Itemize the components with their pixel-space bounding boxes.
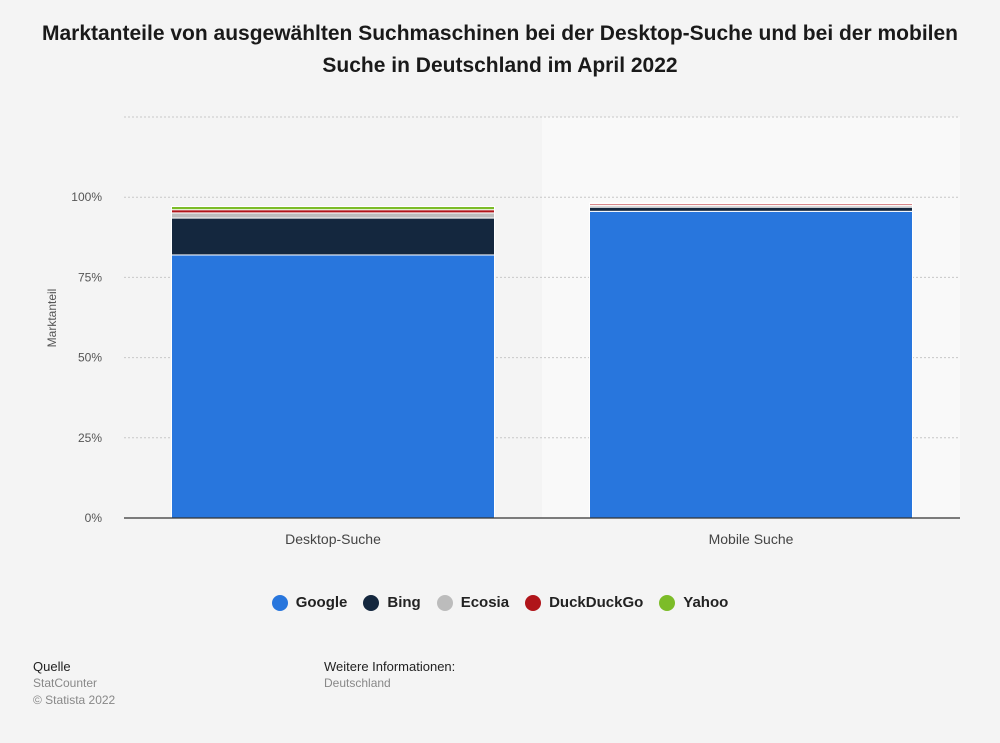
legend-label: Bing (387, 594, 421, 611)
bar-segment-google[interactable] (171, 254, 495, 519)
bar-segment-yahoo[interactable] (589, 202, 913, 205)
legend-item-duckduckgo[interactable]: DuckDuckGo (525, 594, 643, 611)
legend-label: Yahoo (683, 594, 729, 611)
y-tick-label: 0% (85, 511, 103, 525)
legend-label: DuckDuckGo (549, 594, 644, 611)
info-block: Weitere Informationen: Deutschland (324, 658, 455, 692)
chart-title: Marktanteile von ausgewählten Suchmaschi… (41, 22, 959, 77)
bar-segment-yahoo[interactable] (171, 206, 495, 211)
y-tick-label: 50% (78, 351, 102, 365)
info-label: Weitere Informationen: (324, 659, 456, 674)
legend-item-ecosia[interactable]: Ecosia (436, 594, 510, 611)
copyright-line: © Statista 2022 (33, 693, 116, 707)
bar-segment-ecosia[interactable] (171, 212, 495, 219)
legend-item-google[interactable]: Google (271, 594, 348, 611)
legend-swatch (525, 594, 542, 611)
x-tick-label: Mobile Suche (709, 531, 794, 547)
source-block: Quelle StatCounter © Statista 2022 (33, 658, 115, 709)
y-tick-label: 25% (78, 431, 102, 445)
legend-label: Ecosia (460, 594, 510, 611)
bar-segment-google[interactable] (589, 210, 913, 519)
stacked-bar-chart: 0% 25% 50% 75% 100% Desktop-Suche Mobile Such… (45, 116, 960, 547)
legend-swatch (659, 594, 676, 611)
y-tick-label: 100% (71, 190, 102, 204)
legend-swatch (271, 594, 288, 611)
source-line: StatCounter (33, 676, 98, 690)
legend-swatch (363, 594, 380, 611)
source-label: Quelle (33, 659, 71, 674)
legend-swatch (436, 594, 453, 611)
legend-item-bing[interactable]: Bing (363, 594, 421, 611)
info-line: Deutschland (324, 676, 391, 690)
x-tick-label: Desktop-Suche (285, 531, 381, 547)
bar-segment-bing[interactable] (589, 206, 913, 212)
legend-label: Google (295, 594, 348, 611)
y-tick-label: 75% (78, 270, 102, 284)
bar-segment-bing[interactable] (171, 217, 495, 256)
y-axis-label: Marktanteil (45, 289, 59, 348)
legend-item-yahoo[interactable]: Yahoo (659, 594, 728, 611)
legend: Google Bing Ecosia DuckDuckGo Yahoo (0, 594, 1000, 611)
